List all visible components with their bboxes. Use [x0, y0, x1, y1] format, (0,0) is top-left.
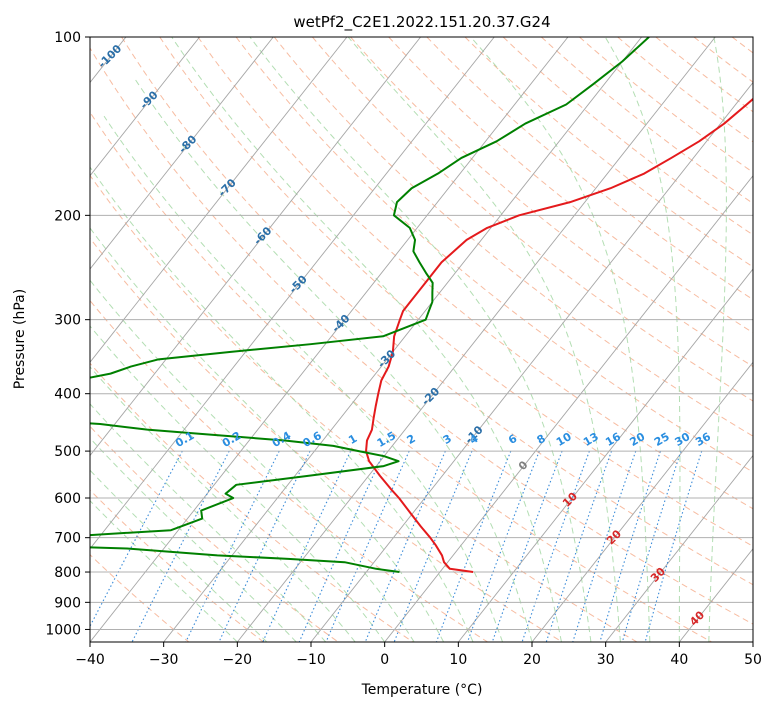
x-tick-label: −10 — [296, 652, 326, 668]
y-tick-label: 200 — [54, 208, 81, 224]
x-tick-label: 20 — [523, 652, 541, 668]
x-tick-label: 30 — [597, 652, 615, 668]
dry-adiabat-line — [502, 37, 753, 236]
moist-adiabat-line — [90, 279, 415, 642]
isotherm-line — [90, 37, 274, 270]
y-tick-label: 900 — [54, 595, 81, 611]
mixing-ratio-line — [298, 450, 385, 642]
moist-adiabat-line — [90, 227, 445, 642]
isotherm-line — [310, 81, 753, 642]
moist-adiabat-line — [90, 325, 386, 642]
plot-area — [90, 37, 753, 642]
mixing-ratio-line — [572, 450, 637, 642]
dry-adiabat-line — [90, 425, 339, 642]
y-tick-label: 600 — [54, 491, 81, 507]
dry-adiabat-line — [464, 37, 753, 268]
isotherm-line — [90, 37, 348, 363]
y-tick-label: 500 — [54, 444, 81, 460]
y-tick-label: 700 — [54, 531, 81, 547]
isotherm-line — [236, 37, 716, 642]
dry-adiabat-line — [617, 37, 753, 143]
moist-adiabat-line — [103, 115, 504, 642]
mixing-ratio-line — [545, 450, 613, 642]
mixing-ratio-line — [325, 450, 410, 642]
dry-adiabat-line — [273, 37, 753, 437]
mixing-ratio-lines — [90, 450, 703, 642]
dry-adiabat-line — [312, 37, 753, 402]
mixing-ratio-line — [521, 450, 590, 642]
y-tick-label: 400 — [54, 387, 81, 403]
moist-adiabat-line — [90, 500, 238, 642]
moist-adiabat-line — [171, 37, 562, 642]
x-axis-ticks: −40 −30 −20 −10 0 10 20 30 40 50 — [75, 642, 762, 668]
moist-adiabat-line — [470, 37, 651, 642]
background-lines — [90, 37, 753, 642]
dry-adiabat-line — [90, 362, 414, 642]
temperature-profile-line — [365, 97, 753, 574]
isotherm-line — [90, 37, 569, 642]
mixing-ratio-line — [185, 450, 280, 642]
isotherm-line — [531, 361, 753, 642]
chart-title: wetPf2_C2E1.2022.151.20.37.G24 — [293, 13, 550, 32]
dewpoint-profile-line — [90, 37, 650, 574]
mixing-ratio-line — [364, 450, 446, 642]
dry-adiabat-line — [350, 37, 753, 368]
dry-adiabat-line — [121, 37, 753, 586]
isotherm-line — [605, 454, 753, 642]
isotherm-line — [384, 175, 753, 642]
y-tick-label: 100 — [54, 30, 81, 46]
isotherm-line — [163, 37, 642, 642]
moist-adiabat-line — [347, 37, 621, 642]
profile-series — [90, 37, 753, 574]
dry-adiabat-line — [235, 37, 753, 473]
pressure-gridlines — [90, 37, 753, 630]
mixing-ratio-line — [262, 450, 352, 642]
y-tick-label: 800 — [54, 565, 81, 581]
dry-adiabat-line — [90, 47, 753, 625]
x-axis-label: Temperature (°C) — [361, 682, 483, 698]
isotherm-line — [90, 37, 200, 177]
moist-adiabat-line — [90, 469, 268, 642]
mixing-ratio-line — [90, 450, 183, 628]
mixing-ratio-line — [621, 450, 682, 642]
y-axis-label: Pressure (hPa) — [12, 289, 28, 389]
dry-adiabat-line — [90, 299, 488, 642]
x-tick-label: 40 — [670, 652, 688, 668]
isotherm-line — [90, 37, 495, 550]
x-tick-label: −30 — [149, 652, 179, 668]
dry-adiabats — [90, 37, 753, 642]
x-tick-label: 0 — [380, 652, 389, 668]
x-tick-label: −20 — [223, 652, 253, 668]
x-tick-label: 50 — [744, 652, 762, 668]
moist-adiabat-line — [134, 79, 533, 642]
moist-adiabat-line — [249, 37, 592, 642]
isotherms — [90, 37, 753, 642]
mixing-ratio-line — [644, 450, 703, 642]
moist-adiabat-line — [604, 37, 681, 642]
x-tick-label: −40 — [75, 652, 105, 668]
y-tick-label: 1000 — [45, 622, 81, 638]
isotherm-line — [90, 37, 421, 457]
dry-adiabat-line — [388, 37, 753, 334]
mixing-ratio-line — [218, 450, 311, 642]
moist-adiabat-line — [708, 37, 727, 642]
moist-adiabats — [90, 37, 727, 642]
y-axis-ticks: 100 200 300 400 500 600 700 800 900 1000 — [45, 30, 90, 638]
y-tick-label: 300 — [54, 313, 81, 329]
mixing-ratio-line — [599, 450, 661, 642]
isotherm-line — [457, 268, 753, 642]
x-tick-label: 10 — [449, 652, 467, 668]
plot-frame — [89, 36, 754, 643]
moist-adiabat-line — [90, 437, 297, 642]
